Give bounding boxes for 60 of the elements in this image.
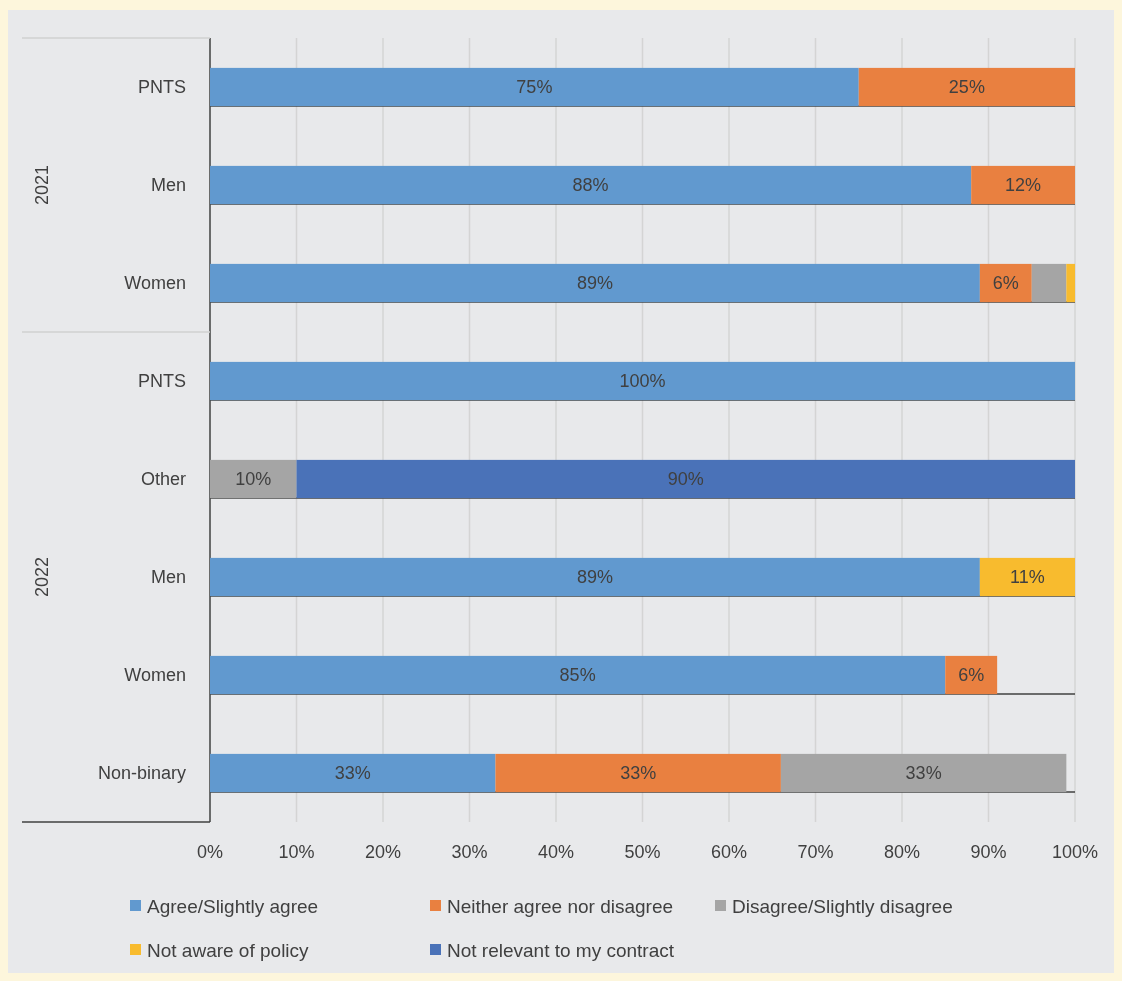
data-label: 85%	[559, 665, 596, 686]
x-tick-label: 50%	[624, 842, 661, 862]
x-tick-label: 20%	[364, 842, 402, 862]
data-label: 89%	[576, 273, 613, 294]
data-label: 6%	[992, 273, 1019, 294]
bar	[210, 67, 859, 107]
y-tick-label: Women	[124, 273, 186, 294]
bar	[210, 557, 980, 597]
x-tick-label: 100%	[1051, 842, 1099, 862]
data-label: 33%	[905, 763, 942, 784]
y-tick-label: PNTS	[137, 77, 186, 98]
bar	[780, 753, 1067, 793]
data-label: 33%	[620, 763, 657, 784]
y-tick-label: Men	[150, 175, 186, 196]
data-label: 33%	[334, 763, 371, 784]
x-tick-label: 40%	[537, 842, 575, 862]
bar	[979, 557, 1075, 597]
bar	[210, 753, 496, 793]
x-tick-label: 10%	[278, 842, 315, 862]
legend-label: Not relevant to my contract	[447, 939, 675, 961]
bar	[210, 655, 946, 695]
y-tick-label: Non-binary	[97, 763, 186, 784]
x-tick-label: 80%	[883, 842, 921, 862]
bar	[945, 655, 998, 695]
text: 2022	[32, 556, 53, 598]
x-tick-label: 70%	[797, 842, 834, 862]
y-tick-label: Men	[150, 567, 186, 588]
data-label: 11%	[1010, 567, 1045, 588]
legend-label: Agree/Slightly agree	[147, 895, 319, 917]
data-label: 75%	[516, 77, 553, 98]
x-tick-label: 90%	[970, 842, 1007, 862]
bar	[971, 165, 1075, 205]
bar	[1031, 263, 1067, 303]
bar	[979, 263, 1032, 303]
bar	[210, 459, 297, 499]
bar	[495, 753, 781, 793]
data-label: 12%	[1005, 175, 1042, 196]
x-tick-label: 0%	[196, 842, 224, 862]
data-label: 88%	[572, 175, 609, 196]
legend-label: Disagree/Slightly disagree	[732, 895, 953, 917]
bar	[210, 263, 980, 303]
bar	[296, 459, 1075, 499]
data-label: 89%	[576, 567, 613, 588]
bar	[210, 361, 1075, 401]
data-label: 10%	[235, 469, 272, 490]
legend-label: Not aware of policy	[147, 939, 310, 961]
data-label: 100%	[619, 371, 666, 392]
bar	[858, 67, 1075, 107]
data-label: 25%	[948, 77, 985, 98]
y-tick-label: PNTS	[137, 371, 186, 392]
data-label: 90%	[667, 469, 704, 490]
bar	[1066, 263, 1075, 303]
bar	[210, 165, 972, 205]
text: 2021	[32, 164, 53, 206]
x-tick-label: 30%	[451, 842, 488, 862]
y-tick-label: Women	[124, 665, 186, 686]
y-tick-label: Other	[140, 469, 186, 490]
x-tick-label: 60%	[710, 842, 748, 862]
data-label: 6%	[958, 665, 985, 686]
legend-label: Neither agree nor disagree	[447, 895, 674, 917]
